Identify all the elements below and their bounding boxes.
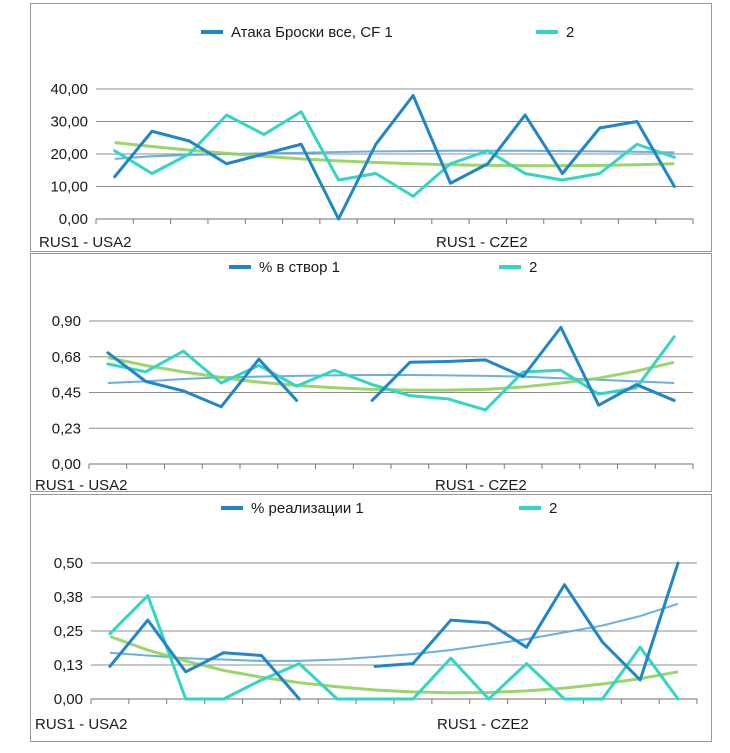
series-line-realization-1-seg0	[108, 618, 301, 701]
y-tick-label: 40,00	[50, 81, 88, 98]
x-category-label: RUS1 - CZE2	[436, 234, 528, 251]
trendline-realization-1	[109, 602, 679, 662]
series-line-on-target-2-seg0	[106, 335, 676, 412]
legend-label-2: 2	[549, 500, 557, 517]
y-tick-label: 0,45	[52, 385, 81, 402]
x-category-label: RUS1 - USA2	[35, 716, 128, 733]
legend-label-2: 2	[529, 259, 537, 276]
y-tick-label: 0,90	[52, 313, 81, 330]
series-line-attack-2-seg0	[113, 110, 676, 198]
chart-realization: 0,00 0,13 0,25 0,38 0,50 RUS1 - USA2 RUS1 - CZ…	[35, 500, 698, 733]
chart-panel-realization: 0,00 0,13 0,25 0,38 0,50 RUS1 - USA2 RUS1 - CZ…	[30, 494, 712, 742]
x-category-label: RUS1 - USA2	[39, 234, 132, 251]
y-tick-label: 0,50	[54, 555, 83, 572]
trendline-realization-2	[109, 635, 679, 695]
y-tick-label: 0,23	[52, 420, 81, 437]
chart-attack-shots: 0,00 10,00 20,00 30,00 40,00 RUS1 - USA2 RUS1 …	[39, 24, 694, 251]
y-tick-label: 10,00	[50, 179, 88, 196]
y-tick-label: 0,00	[52, 456, 81, 473]
y-tick-label: 0,68	[52, 349, 81, 366]
series-line-realization-1-seg1	[373, 561, 680, 682]
legend-label-1: % реализации 1	[251, 500, 364, 517]
series-line-on-target-1-seg0	[106, 351, 299, 409]
legend-label-1: % в створ 1	[259, 259, 340, 276]
y-tick-label: 20,00	[50, 146, 88, 163]
chart-panel-attack-shots: 0,00 10,00 20,00 30,00 40,00 RUS1 - USA2 RUS1 …	[30, 3, 712, 252]
series-line-attack-1-seg0	[113, 94, 676, 221]
y-tick-label: 0,25	[54, 623, 83, 640]
series-line-on-target-1-seg1	[370, 325, 676, 407]
y-tick-label: 0,38	[54, 589, 83, 606]
trendline-on-target-1	[107, 374, 675, 384]
y-tick-label: 0,00	[59, 211, 88, 228]
legend-label-2: 2	[566, 24, 574, 41]
chart-shots-on-target: 0,00 0,23 0,45 0,68 0,90 RUS1 - USA2 RUS1 - CZ…	[35, 259, 694, 491]
y-tick-label: 0,00	[54, 691, 83, 708]
x-category-label: RUS1 - CZE2	[437, 716, 529, 733]
y-tick-label: 30,00	[50, 114, 88, 131]
series-line-realization-2-seg0	[108, 594, 680, 701]
x-category-label: RUS1 - CZE2	[435, 477, 527, 491]
x-category-label: RUS1 - USA2	[35, 477, 128, 491]
legend-label-1: Атака Броски все, CF 1	[231, 24, 393, 41]
chart-panel-shots-on-target: 0,00 0,23 0,45 0,68 0,90 RUS1 - USA2 RUS1 - CZ…	[30, 253, 712, 492]
y-tick-label: 0,13	[54, 657, 83, 674]
